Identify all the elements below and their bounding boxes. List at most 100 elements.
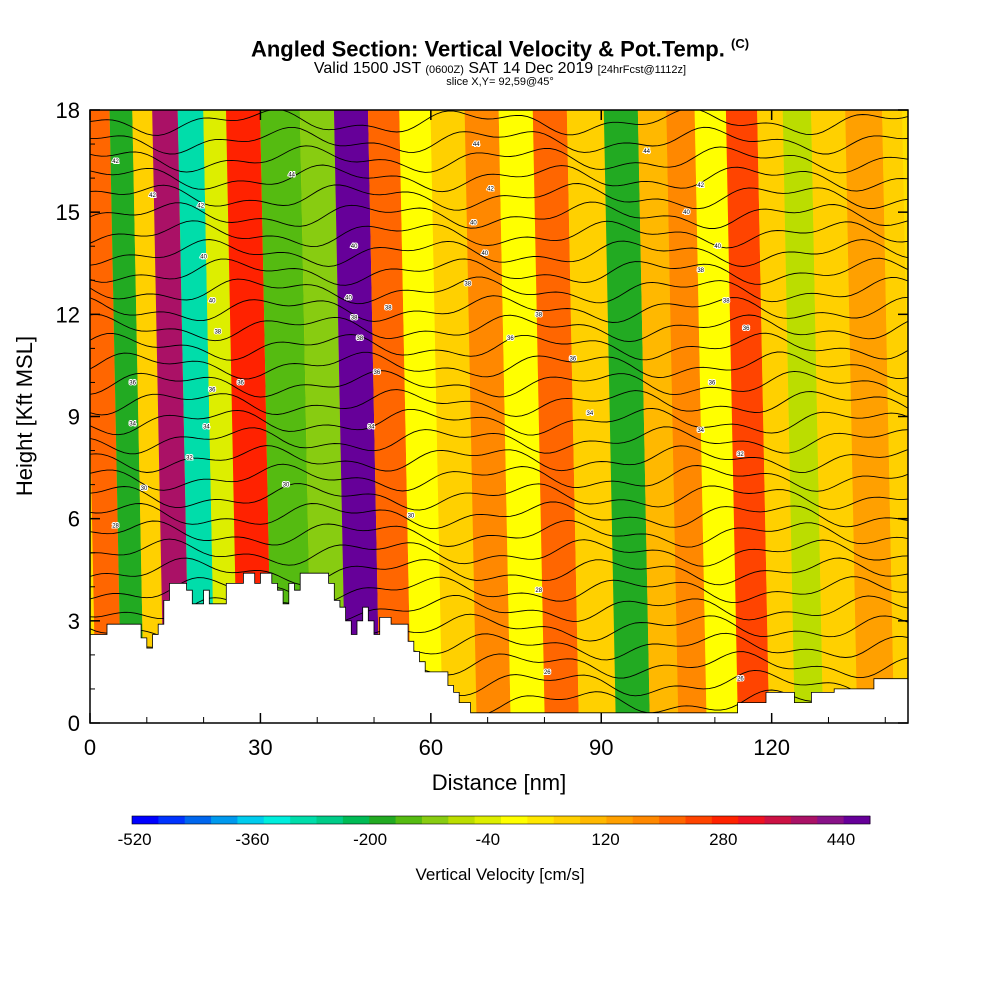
colorbar-swatch — [237, 816, 265, 824]
contour-label: 40 — [351, 244, 358, 250]
contour-label: 40 — [481, 251, 488, 257]
contour-label: 38 — [385, 306, 392, 312]
contour-label: 36 — [709, 380, 716, 386]
y-tick-label: 0 — [68, 711, 80, 736]
x-tick-label: 30 — [248, 735, 272, 760]
colorbar-swatch — [369, 816, 397, 824]
colorbar-swatch — [659, 816, 686, 824]
contour-label: 44 — [473, 142, 480, 148]
theta-contour-line — [90, 239, 908, 267]
contour-label: 38 — [356, 336, 363, 342]
contour-label: 40 — [345, 295, 352, 301]
colorbar-tick-label: 120 — [591, 830, 619, 849]
theta-contour-line — [90, 407, 908, 436]
colorbar-swatch — [632, 816, 660, 824]
contour-label: 34 — [203, 425, 210, 431]
theta-contour-line — [90, 538, 908, 567]
theta-contour-line — [90, 276, 908, 305]
colorbar-swatch — [685, 816, 713, 824]
velocity-band — [226, 110, 273, 723]
theta-contour-line — [90, 110, 908, 136]
colorbar-swatch — [290, 816, 317, 824]
contour-label: 38 — [697, 268, 704, 274]
contour-label: 40 — [200, 254, 207, 260]
velocity-band — [177, 110, 216, 723]
contour-label: 42 — [697, 183, 704, 189]
y-tick-label: 18 — [56, 98, 80, 123]
contour-label: 36 — [570, 357, 577, 363]
colorbar-swatch — [790, 816, 818, 824]
contour-label: 42 — [487, 186, 494, 192]
theta-contour-line — [90, 389, 908, 417]
colorbar-swatch — [580, 816, 607, 824]
velocity-band — [399, 110, 443, 723]
contour-label: 32 — [737, 452, 744, 458]
slice-info: slice X,Y= 92,59@45° — [446, 76, 554, 88]
theta-contour-line — [90, 351, 908, 380]
velocity-band — [498, 110, 545, 723]
terrain-mask — [90, 572, 908, 723]
contour-label: 34 — [129, 421, 136, 427]
contour-label: 40 — [714, 244, 721, 250]
theta-contour-line — [90, 201, 908, 229]
x-axis-label: Distance [nm] — [432, 770, 567, 795]
colorbar: -520 -360 -200 -40 120 280 440 — [118, 815, 871, 849]
contour-label: 36 — [374, 370, 381, 376]
colorbar-tick-label: -200 — [353, 830, 387, 849]
colorbar-swatch — [553, 816, 581, 824]
colorbar-frame — [131, 815, 871, 825]
contour-label: 34 — [368, 425, 375, 431]
title-unit: (C) — [731, 36, 750, 51]
y-tick-label: 6 — [68, 507, 80, 532]
colorbar-tick-label: 280 — [709, 830, 737, 849]
theta-contours — [90, 110, 908, 717]
velocity-band — [882, 110, 908, 723]
y-tick-label: 3 — [68, 609, 80, 634]
contour-label: 42 — [149, 193, 156, 199]
colorbar-swatch — [738, 816, 766, 824]
velocity-band — [152, 110, 190, 723]
contour-label: 36 — [743, 326, 750, 332]
theta-contour-line — [90, 183, 908, 211]
colorbar-swatch — [448, 816, 476, 824]
contour-label: 28 — [112, 523, 119, 529]
colorbar-tick-label: 440 — [827, 830, 855, 849]
velocity-band — [260, 110, 312, 723]
velocity-band — [694, 110, 738, 723]
contour-label: 34 — [587, 411, 594, 417]
title-text: Angled Section: Vertical Velocity & Pot.… — [250, 36, 725, 62]
theta-contour-line — [90, 332, 908, 361]
velocity-band — [430, 110, 477, 723]
velocity-band — [757, 110, 795, 723]
terrain-fill — [90, 573, 908, 723]
contour-label: 32 — [186, 455, 193, 461]
contour-label: 42 — [197, 203, 204, 209]
colorbar-swatch — [132, 816, 159, 824]
velocity-band — [566, 110, 616, 723]
x-tick-label: 0 — [84, 735, 96, 760]
velocity-band — [464, 110, 511, 723]
contour-label: 26 — [544, 670, 551, 676]
velocity-band — [725, 110, 770, 723]
colorbar-swatch — [501, 816, 528, 824]
velocity-band — [845, 110, 895, 723]
contour-label: 38 — [351, 316, 358, 322]
contour-labels: 42 42 42 40 40 38 36 36 34 32 36 34 30 28 44 30 40 40 38 38… — [111, 141, 751, 684]
colorbar-swatch — [211, 816, 238, 824]
theta-contour-line — [90, 426, 908, 455]
colorbar-swatch — [711, 816, 739, 824]
colorbar-tick-label: -520 — [118, 830, 152, 849]
theta-contour-line — [90, 501, 908, 530]
theta-contour-line — [90, 295, 908, 323]
colorbar-swatch — [527, 816, 555, 824]
velocity-band — [90, 110, 122, 723]
valid-zulu: (0600Z) — [425, 64, 464, 76]
terrain-outline — [90, 572, 908, 714]
colorbar-swatch — [843, 816, 871, 824]
colorbar-label: Vertical Velocity [cm/s] — [415, 865, 584, 884]
velocity-band — [666, 110, 707, 723]
valid-time: Valid 1500 JST (0600Z) SAT 14 Dec 2019 [… — [0, 60, 1000, 78]
contour-label: 26 — [737, 677, 744, 683]
y-tick-label: 12 — [56, 302, 80, 327]
theta-contour-line — [90, 519, 908, 548]
